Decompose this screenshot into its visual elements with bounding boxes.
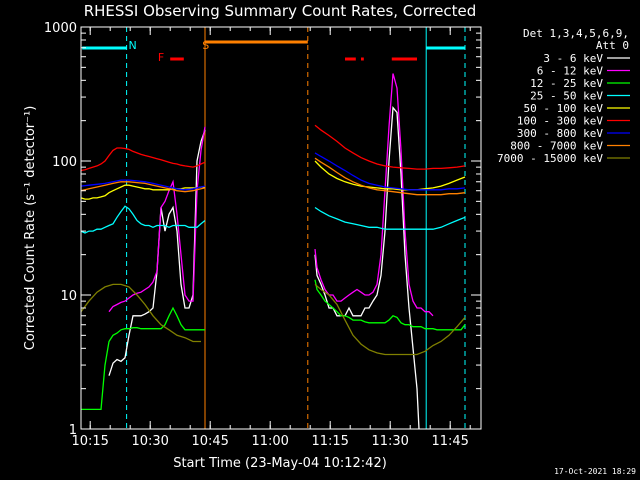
x-axis-label: Start Time (23-May-04 10:12:42) [173, 456, 387, 471]
vertical-lines [126, 27, 466, 429]
x-tick-label: 11:15 [311, 434, 348, 449]
markers: NFS [128, 39, 209, 64]
series-line-12-25-kev-1 [314, 279, 466, 331]
series-lines [81, 73, 466, 429]
y-tick-label: 10 [60, 289, 77, 304]
x-tick-label: 11:00 [251, 434, 288, 449]
footer-date: 17-Oct-2021 18:29 [554, 467, 636, 476]
legend-label-800-7000-kev: 800 - 7000 keV [510, 140, 603, 153]
series-line-50-100-kev-1 [314, 160, 466, 191]
series-line-300-800-kev-1 [314, 152, 466, 191]
series-line-7000-15000-kev-0 [81, 283, 201, 343]
legend-label-6-12-kev: 6 - 12 keV [537, 65, 604, 78]
series-line-7000-15000-kev-1 [314, 283, 466, 356]
marker-s: S [202, 39, 209, 52]
top-bars [82, 40, 465, 61]
x-tick-label: 10:45 [191, 434, 228, 449]
marker-n: N [128, 39, 136, 52]
legend-label-100-300-kev: 100 - 300 keV [517, 115, 603, 128]
series-line-50-100-kev-0 [81, 184, 205, 200]
legend-label-3-6-kev: 3 - 6 keV [543, 52, 603, 65]
series-line-6-12-kev-0 [108, 126, 206, 313]
y-axis-ticks: 1 10 100 1000 [44, 21, 481, 438]
chart-title: RHESSI Observing Summary Count Rates, Co… [84, 2, 477, 20]
series-line-12-25-kev-0 [81, 306, 205, 411]
plot-frame [80, 26, 482, 430]
legend-label-50-100-kev: 50 - 100 keV [524, 102, 604, 115]
series-line-800-7000-kev-1 [314, 157, 466, 196]
legend-label-7000-15000-kev: 7000 - 15000 keV [497, 152, 603, 165]
series-line-800-7000-kev-0 [81, 181, 206, 193]
x-tick-label: 10:15 [71, 434, 108, 449]
series-line-25-50-kev-1 [314, 206, 466, 230]
y-tick-label: 100 [52, 155, 77, 170]
series-line-100-300-kev-1 [314, 124, 466, 170]
y-axis-label: Corrected Count Rate (s⁻¹ detector⁻¹) [23, 106, 38, 351]
legend-label-12-25-kev: 12 - 25 keV [530, 77, 603, 90]
legend-header-line: Det 1,3,4,5,6,9, [523, 27, 629, 40]
x-axis-ticks: 10:15 10:30 10:45 11:00 11:15 11:30 11:45 [71, 27, 471, 449]
x-tick-label: 11:45 [431, 434, 468, 449]
legend-header-line: Att 0 [596, 39, 629, 52]
y-tick-label: 1 [69, 423, 77, 438]
series-line-300-800-kev-0 [81, 179, 206, 191]
y-tick-label: 1000 [44, 21, 77, 36]
marker-f: F [158, 51, 164, 64]
series-line-100-300-kev-0 [81, 147, 206, 172]
x-tick-label: 10:30 [131, 434, 168, 449]
series-line-3-6-kev-1 [314, 106, 420, 429]
series-line-25-50-kev-0 [81, 205, 206, 234]
x-tick-label: 11:30 [371, 434, 408, 449]
series-line-6-12-kev-1 [314, 73, 434, 317]
legend-label-300-800-kev: 300 - 800 keV [517, 127, 603, 140]
legend-label-25-50-kev: 25 - 50 keV [530, 90, 603, 103]
